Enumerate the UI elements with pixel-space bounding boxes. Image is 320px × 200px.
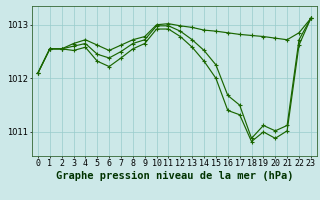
X-axis label: Graphe pression niveau de la mer (hPa): Graphe pression niveau de la mer (hPa) xyxy=(56,171,293,181)
